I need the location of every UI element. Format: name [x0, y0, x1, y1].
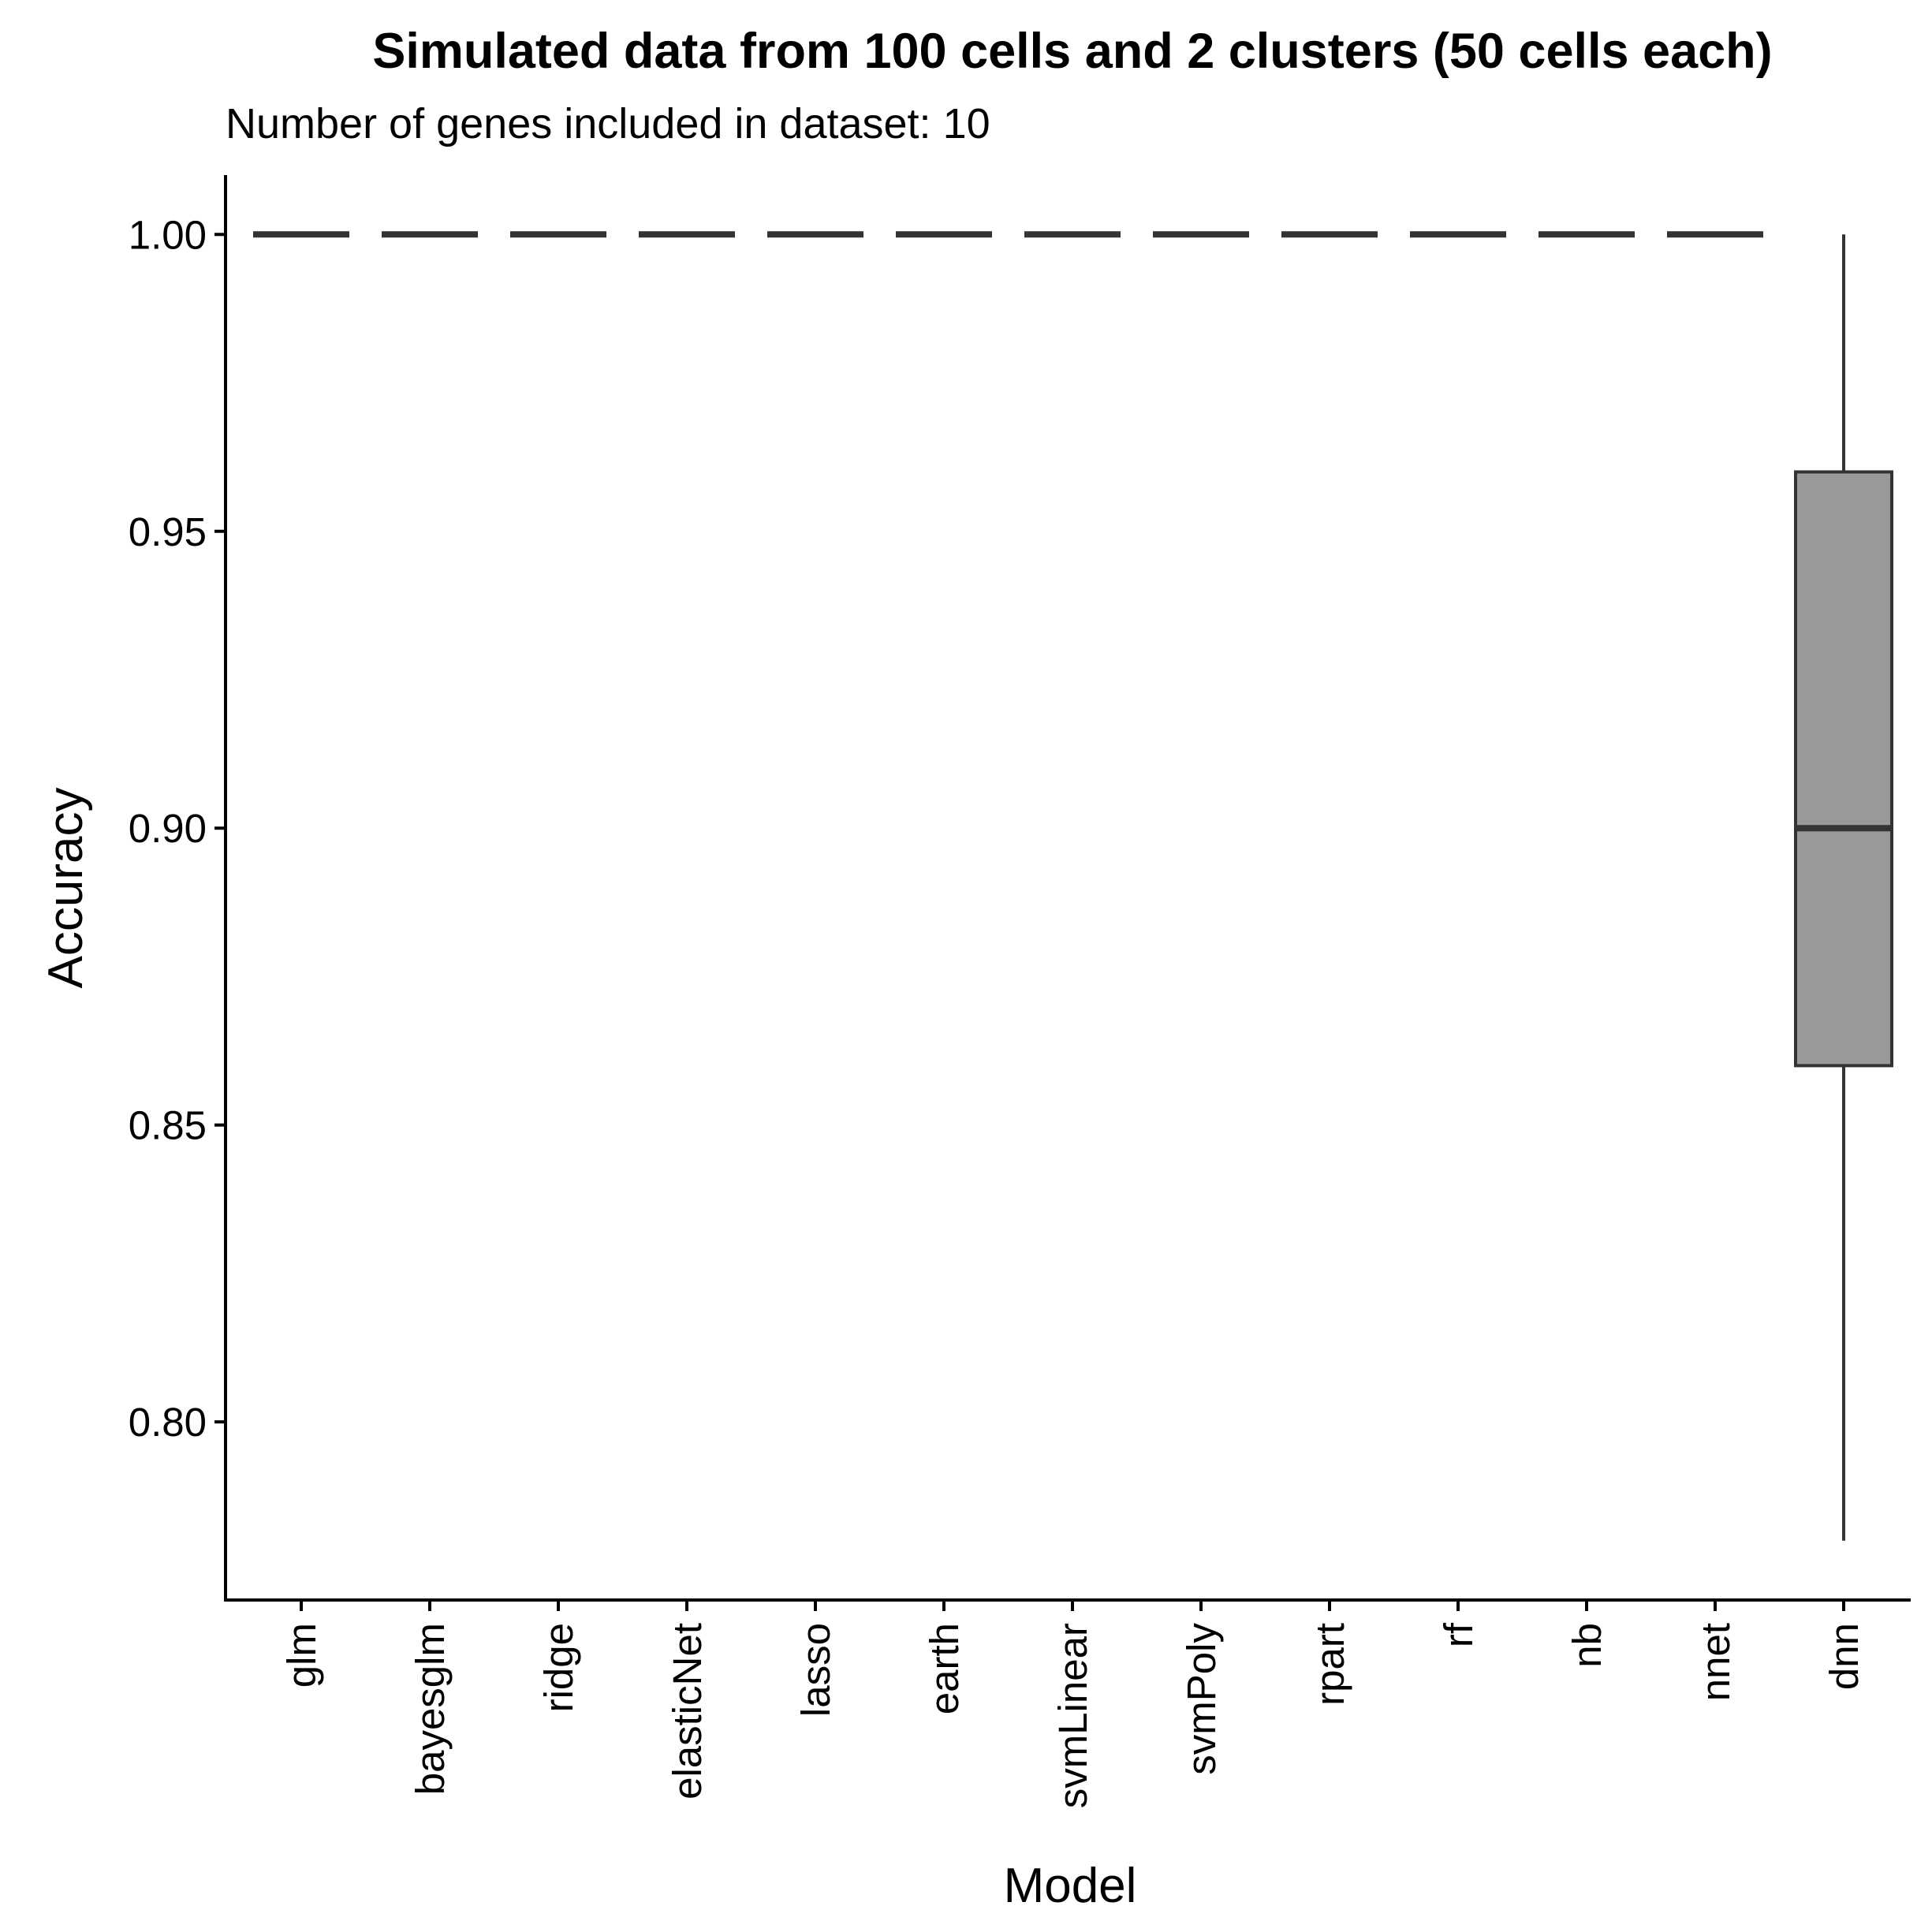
chart-subtitle: Number of genes included in dataset: 10	[226, 100, 990, 147]
boxplot-dnn	[1794, 234, 1893, 1541]
y-tick-label: 0.85	[129, 1103, 207, 1148]
y-tick-label: 0.90	[129, 806, 207, 851]
y-axis-title: Accuracy	[39, 788, 93, 989]
x-tick-label: earth	[922, 1623, 967, 1714]
chart-title: Simulated data from 100 cells and 2 clus…	[372, 24, 1772, 79]
x-tick-label: ridge	[536, 1623, 581, 1712]
x-tick-label: rpart	[1307, 1623, 1352, 1706]
x-tick-label: glm	[279, 1623, 324, 1688]
x-tick-label: rf	[1436, 1622, 1481, 1647]
x-tick-label: lasso	[793, 1623, 838, 1717]
x-tick-label: dnn	[1822, 1623, 1867, 1690]
x-tick-label: nnet	[1693, 1623, 1738, 1701]
chart-marks	[253, 231, 1893, 1541]
x-tick-label: elasticNet	[665, 1623, 710, 1800]
x-axis-title: Model	[1004, 1859, 1137, 1913]
y-tick-label: 0.80	[129, 1400, 207, 1445]
iqr-box	[1794, 470, 1893, 1068]
x-tick-label: svmPoly	[1179, 1623, 1224, 1775]
y-tick-label: 0.95	[129, 509, 207, 554]
x-tick-label: bayesglm	[408, 1623, 453, 1795]
y-axis-ticks: 0.80 0.85 0.90 0.95 1.00	[129, 212, 226, 1445]
x-tick-label: nb	[1565, 1623, 1609, 1668]
x-tick-label: svmLinear	[1050, 1623, 1095, 1808]
x-axis-ticks: glm bayesglm ridge elasticNet lasso earth svmL…	[279, 1600, 1867, 1808]
y-tick-label: 1.00	[129, 212, 207, 257]
